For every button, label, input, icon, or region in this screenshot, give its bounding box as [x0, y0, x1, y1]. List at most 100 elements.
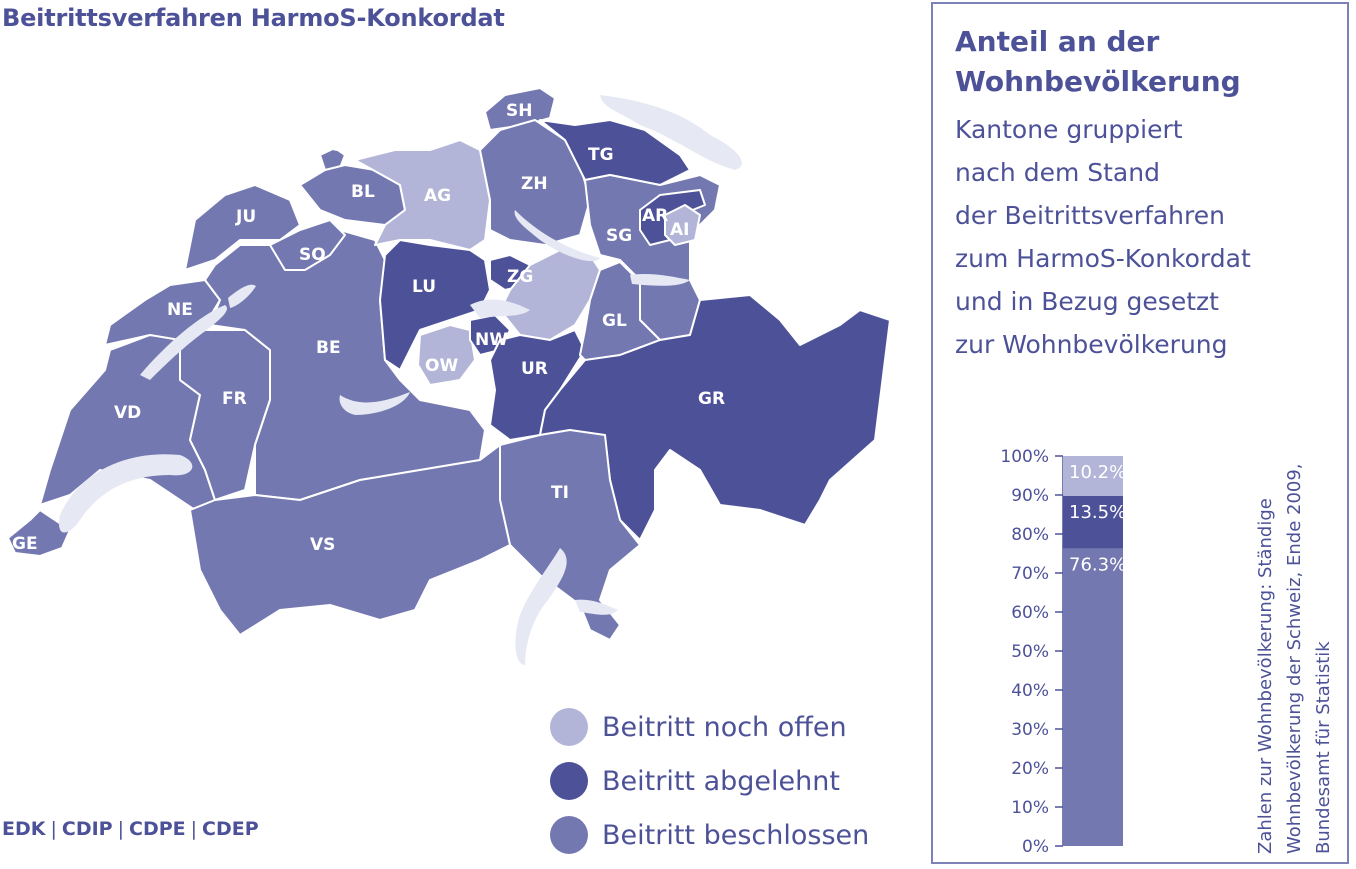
switzerland-map: SH BS TG AG ZH BL JU AR AI SG SO ZG LU N…: [7, 87, 891, 665]
y-tick-label: 50%: [1011, 642, 1049, 662]
label-VS: VS: [310, 535, 335, 555]
footer-separator: |: [117, 818, 125, 840]
stacked-bar-chart: 0% 10% 20% 30% 40% 50% 60% 70% 80% 90% 100% 76.3% 13…: [1000, 447, 1126, 857]
panel-title-line: Wohnbevölkerung: [955, 65, 1241, 98]
label-SG: SG: [606, 226, 632, 246]
label-NE: NE: [167, 300, 193, 320]
canton-AI[interactable]: [664, 204, 701, 246]
bar-segment-label: 76.3%: [1069, 554, 1126, 575]
label-GR: GR: [698, 389, 725, 409]
legend-swatch: [550, 708, 588, 746]
bar-segment-label: 10.2%: [1069, 462, 1126, 483]
bar-segment-abgelehnt: [1063, 495, 1123, 549]
population-share-panel: Anteil an der Wohnbevölkerung Kantone gr…: [931, 2, 1349, 864]
label-VD: VD: [114, 403, 141, 423]
lake-maggiore: [515, 548, 567, 665]
panel-subtitle: Kantone gruppiert nach dem Stand der Bei…: [955, 108, 1251, 366]
label-ZH: ZH: [521, 174, 548, 194]
canton-OW[interactable]: [417, 324, 476, 386]
legend-item-offen: Beitritt noch offen: [550, 700, 869, 754]
canton-GR[interactable]: [539, 294, 891, 541]
panel-subtitle-line: zum HarmoS-Konkordat: [955, 244, 1251, 273]
lake-lucerne: [470, 299, 530, 318]
legend-item-abgelehnt: Beitritt abgelehnt: [550, 754, 869, 808]
legend-label: Beitritt noch offen: [602, 711, 847, 743]
label-AR: AR: [642, 206, 668, 226]
page-title: Beitrittsverfahren HarmoS-Konkordat: [2, 4, 505, 32]
y-tick-label: 30%: [1011, 720, 1049, 740]
panel-subtitle-line: und in Bezug gesetzt: [955, 287, 1219, 316]
y-tick-label: 10%: [1011, 798, 1049, 818]
canton-JU[interactable]: [184, 184, 301, 271]
lake-thun: [339, 392, 410, 415]
label-ZG: ZG: [507, 267, 533, 287]
lake-walen: [630, 273, 690, 286]
footer-item: CDEP: [202, 818, 259, 840]
label-TG: TG: [588, 145, 614, 165]
panel-title: Anteil an der Wohnbevölkerung: [955, 22, 1241, 102]
label-GE: GE: [12, 534, 38, 554]
legend-item-beschlossen: Beitritt beschlossen: [550, 808, 869, 862]
footer-item: CDPE: [129, 818, 186, 840]
canton-TG[interactable]: [539, 119, 691, 186]
footer-item: EDK: [2, 818, 46, 840]
lake-lugano: [575, 599, 618, 615]
source-note-wrap: Zahlen zur Wohnbevölkerung: Ständige Woh…: [1251, 424, 1341, 854]
label-JU: JU: [235, 207, 256, 227]
canton-ZH[interactable]: [479, 119, 591, 246]
footer-separator: |: [190, 818, 198, 840]
y-tick-label: 20%: [1011, 759, 1049, 779]
label-BL: BL: [351, 182, 375, 202]
label-AG: AG: [424, 186, 451, 206]
y-tick-label: 80%: [1011, 525, 1049, 545]
lake-neuchatel: [140, 305, 228, 380]
label-BE: BE: [316, 338, 341, 358]
source-line: Zahlen zur Wohnbevölkerung: Ständige: [1255, 498, 1276, 854]
legend-label: Beitritt beschlossen: [602, 819, 870, 851]
legend-label: Beitritt abgelehnt: [602, 765, 840, 797]
bar-segment-label: 13.5%: [1069, 502, 1126, 523]
canton-VS[interactable]: [189, 444, 511, 636]
y-tick-label: 0%: [1022, 837, 1049, 857]
legend: Beitritt noch offen Beitritt abgelehnt B…: [550, 700, 869, 862]
label-OW: OW: [425, 356, 458, 376]
canton-labels: SH BS TG AG ZH BL JU AR AI SG SO ZG LU N…: [12, 101, 725, 555]
lake-biel: [228, 284, 256, 308]
label-TI: TI: [551, 483, 569, 503]
panel-subtitle-line: Kantone gruppiert: [955, 115, 1183, 144]
lake-zurich: [514, 210, 600, 262]
panel-title-line: Anteil an der: [955, 25, 1160, 58]
canton-BE[interactable]: [204, 229, 486, 501]
footer-separator: |: [50, 818, 57, 840]
y-tick-label: 90%: [1011, 486, 1049, 506]
source-line: Bundesamt für Statistik: [1313, 641, 1334, 854]
canton-SO[interactable]: [269, 219, 346, 271]
bar-segment-beschlossen: [1063, 548, 1123, 846]
label-SO: SO: [299, 245, 326, 265]
panel-subtitle-line: nach dem Stand: [955, 158, 1160, 187]
lake-geneva: [59, 454, 193, 533]
lake-constance: [600, 95, 742, 170]
canton-BS[interactable]: [319, 147, 346, 171]
label-NW: NW: [475, 330, 508, 350]
label-LU: LU: [412, 277, 436, 297]
y-tick-label: 40%: [1011, 681, 1049, 701]
label-GL: GL: [602, 311, 627, 331]
label-SH: SH: [506, 101, 532, 121]
y-tick-label: 60%: [1011, 603, 1049, 623]
footer-organizations: EDK | CDIP | CDPE | CDEP: [2, 818, 259, 840]
label-BS: BS: [319, 136, 344, 156]
y-tick-label: 70%: [1011, 564, 1049, 584]
source-line: Wohnbevölkerung der Schweiz, Ende 2009,: [1284, 463, 1305, 854]
label-AI: AI: [670, 220, 689, 240]
canton-SH[interactable]: [484, 87, 556, 131]
legend-swatch: [550, 816, 588, 854]
lakes: [59, 95, 742, 665]
source-note: Zahlen zur Wohnbevölkerung: Ständige Woh…: [1251, 424, 1338, 854]
label-FR: FR: [222, 389, 247, 409]
footer-item: CDIP: [61, 818, 113, 840]
label-UR: UR: [521, 359, 548, 379]
legend-swatch: [550, 762, 588, 800]
panel-subtitle-line: zur Wohnbevölkerung: [955, 330, 1228, 359]
bar-segment-offen: [1063, 456, 1123, 496]
